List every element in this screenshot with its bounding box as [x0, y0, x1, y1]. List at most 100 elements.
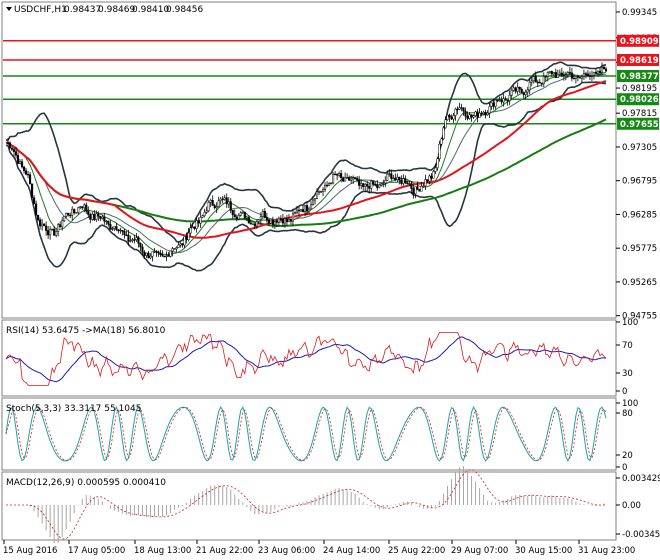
candle-body: [213, 205, 216, 209]
candle-body: [524, 91, 527, 96]
candle-body: [245, 216, 248, 219]
candle-body: [45, 225, 48, 231]
candle-body: [31, 183, 34, 198]
candle-body: [57, 224, 60, 232]
candle-body: [55, 231, 58, 236]
candle-body: [572, 77, 575, 80]
candle-body: [35, 203, 38, 216]
dropdown-icon[interactable]: [6, 7, 12, 11]
candle-body: [506, 100, 509, 102]
candle-body: [291, 213, 295, 222]
candle-body: [67, 212, 70, 216]
candle-body: [263, 211, 266, 218]
candle-body: [73, 208, 76, 214]
candle-body: [496, 99, 499, 102]
candle-body: [105, 220, 108, 223]
time-tick-label: 30 Aug 15:00: [515, 546, 572, 556]
candle-body: [251, 223, 254, 225]
candle-body: [498, 100, 501, 102]
candle-body: [582, 73, 585, 77]
moving-averages: [5, 71, 607, 256]
candle-body: [159, 252, 162, 256]
candle-body: [546, 72, 549, 77]
candle-body: [143, 251, 146, 256]
candle-body: [426, 179, 429, 182]
candle-body: [47, 230, 50, 236]
candle-body: [121, 229, 124, 232]
candle-body: [185, 236, 188, 241]
candle-body: [510, 90, 513, 96]
candle-body: [322, 189, 325, 192]
candle-body: [309, 204, 313, 210]
candle-body: [16, 155, 20, 164]
time-tick-label: 17 Aug 05:00: [68, 546, 125, 556]
candle-body: [590, 75, 594, 77]
candlesticks[interactable]: [6, 62, 608, 262]
candle-body: [207, 202, 210, 212]
candle-body: [10, 147, 14, 150]
price-tick-label: 0.98195: [622, 84, 657, 94]
candle-body: [189, 227, 192, 234]
candle-body: [320, 191, 323, 193]
candle-body: [293, 212, 297, 215]
candle-body: [454, 108, 457, 116]
candle-body: [370, 180, 373, 189]
candle-body: [237, 215, 240, 220]
candle-body: [602, 66, 606, 70]
price-tick-label: 0.96285: [622, 210, 657, 220]
candle-body: [324, 184, 327, 190]
candle-body: [269, 219, 272, 224]
candle-body: [462, 107, 465, 112]
candle-body: [574, 76, 577, 79]
candle-body: [452, 115, 455, 120]
candle-body: [512, 87, 515, 91]
bollinger-bands: [5, 61, 607, 272]
candle-body: [344, 177, 347, 182]
candle-body: [205, 210, 208, 213]
candle-body: [311, 199, 315, 206]
candle-body: [51, 228, 54, 231]
bollinger-upper: [5, 61, 607, 243]
candle-body: [177, 244, 180, 248]
candle-body: [394, 177, 397, 180]
candle-body: [227, 201, 230, 205]
candle-body: [59, 224, 62, 228]
candle-body: [63, 216, 66, 222]
candle-body: [348, 177, 351, 181]
candle-body: [604, 68, 608, 72]
candle-body: [410, 183, 413, 189]
candle-body: [12, 149, 16, 152]
candle-body: [420, 185, 423, 192]
candle-body: [199, 217, 202, 224]
candle-body: [380, 183, 383, 186]
candle-body: [283, 218, 286, 224]
candle-body: [388, 173, 391, 175]
candle-body: [442, 127, 445, 139]
candle-body: [560, 72, 563, 76]
candle-body: [175, 247, 178, 250]
candle-body: [249, 222, 252, 225]
candle-body: [430, 175, 433, 179]
horizontal-levels[interactable]: [3, 40, 616, 125]
candle-body: [328, 183, 331, 186]
candle-body: [223, 197, 226, 200]
candle-body: [39, 219, 42, 227]
candle-body: [564, 74, 567, 77]
ohlc-open: 0.98437: [64, 5, 101, 15]
candle-body: [171, 248, 174, 252]
candle-body: [548, 71, 551, 73]
candle-body: [75, 212, 78, 214]
candle-body: [504, 98, 507, 101]
candle-body: [179, 243, 182, 246]
candle-body: [354, 177, 357, 179]
candle-body: [147, 252, 150, 259]
candle-body: [87, 210, 90, 215]
stoch-tick-label: 20: [622, 451, 633, 461]
candle-body: [522, 92, 525, 96]
candle-body: [243, 212, 246, 219]
macd-tick-label: 0.003429: [622, 474, 660, 484]
candle-body: [486, 112, 489, 116]
candle-body: [550, 71, 553, 75]
